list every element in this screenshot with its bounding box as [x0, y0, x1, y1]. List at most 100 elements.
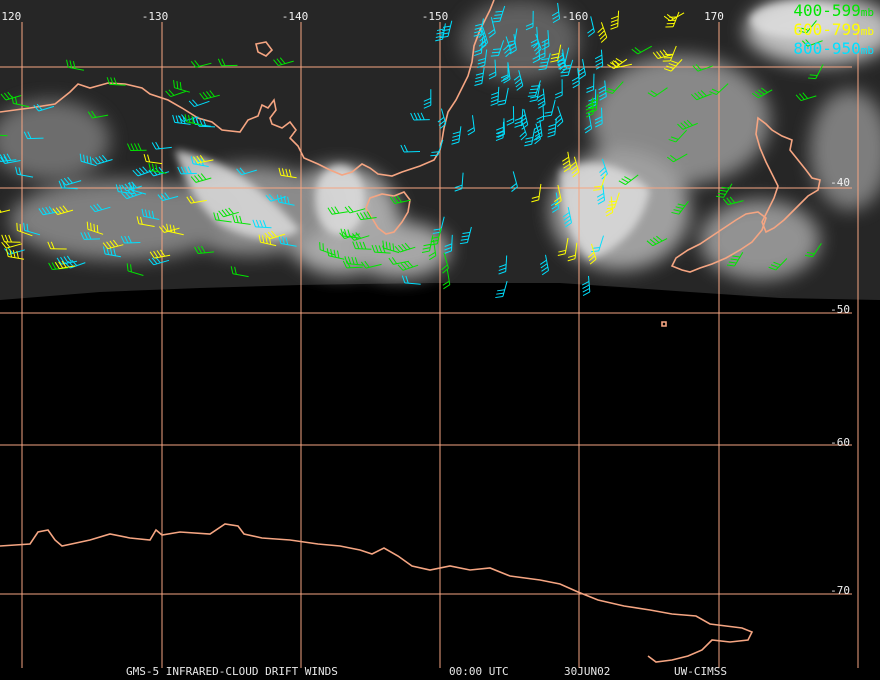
wind-barb	[605, 196, 614, 217]
wind-barb	[550, 192, 560, 213]
wind-barb	[557, 237, 569, 257]
wind-barb	[232, 214, 251, 225]
wind-barb	[148, 162, 167, 174]
wind-barb	[0, 205, 11, 215]
wind-barb	[610, 10, 620, 30]
wind-barb	[441, 252, 449, 274]
wind-barb	[490, 86, 500, 106]
wind-barb	[503, 36, 512, 58]
wind-barb	[525, 10, 534, 31]
wind-barb	[278, 236, 297, 247]
wind-barb	[524, 128, 536, 147]
wind-barb	[429, 228, 442, 246]
wind-barb	[166, 223, 184, 236]
wind-barb	[389, 195, 411, 204]
wind-barb	[218, 207, 239, 218]
wind-barb	[531, 183, 542, 203]
wind-barb	[344, 256, 364, 266]
wind-barb	[709, 83, 729, 96]
wind-barb	[536, 88, 546, 109]
wind-barb	[467, 115, 476, 136]
caption-date: 30JUN02	[564, 665, 611, 678]
wind-barb	[437, 108, 447, 130]
wind-barb	[533, 123, 541, 145]
wind-barb	[665, 11, 680, 28]
wind-barb	[217, 58, 238, 67]
cloud-cover	[0, 0, 880, 280]
lat-label-50s: -50	[830, 303, 850, 316]
wind-barb	[477, 49, 488, 68]
wind-barb	[115, 184, 135, 195]
wind-barb	[798, 20, 817, 34]
wind-barb	[15, 166, 34, 178]
wind-barb	[400, 144, 421, 153]
wind-barb	[394, 242, 416, 253]
wind-barb	[533, 120, 543, 141]
wind-barb	[16, 222, 33, 237]
legend-range: 800-950	[793, 39, 861, 58]
wind-barb	[569, 156, 580, 178]
wind-barb	[473, 18, 484, 37]
wind-barb	[401, 275, 421, 285]
wind-barb	[23, 131, 44, 140]
wind-barb	[751, 87, 773, 99]
wind-barb	[529, 84, 541, 102]
wind-barb	[428, 239, 437, 261]
coastlines	[0, 0, 821, 663]
wind-barb	[352, 241, 372, 250]
wind-barb	[230, 266, 249, 278]
wind-barb	[671, 201, 689, 215]
wind-barb	[87, 110, 109, 119]
lat-label-40s: -40	[830, 176, 850, 189]
wind-barb	[498, 255, 508, 275]
wind-barb	[199, 90, 220, 100]
legend-range: 600-799	[793, 20, 861, 39]
wind-barb	[587, 243, 597, 265]
wind-barb	[213, 212, 232, 223]
wind-barb	[151, 141, 172, 150]
wind-barb	[804, 243, 822, 258]
wind-barb	[567, 242, 578, 262]
wind-barb	[510, 171, 518, 192]
wind-barb	[344, 205, 366, 214]
wind-barb	[121, 189, 142, 200]
wind-barb	[495, 121, 504, 142]
wind-barb	[236, 167, 257, 176]
wind-barb	[795, 92, 817, 102]
wind-barb	[532, 33, 542, 55]
wind-barb	[442, 268, 451, 290]
wind-barb	[513, 70, 524, 91]
lat-label-70s: -70	[830, 584, 850, 597]
wind-barb	[607, 58, 628, 69]
wind-barb	[186, 195, 207, 204]
wind-barb	[690, 90, 712, 101]
wind-barb	[129, 182, 147, 195]
wind-barb	[410, 112, 430, 121]
wind-barb	[120, 235, 141, 244]
wind-barb	[577, 59, 586, 80]
wind-barb	[177, 166, 197, 175]
wind-barb	[605, 81, 624, 94]
legend-unit: mb	[860, 25, 874, 38]
wind-barb	[492, 5, 506, 23]
wind-barb	[631, 45, 653, 55]
wind-barb	[66, 59, 84, 71]
wind-barb	[586, 73, 595, 93]
wind-barb	[488, 59, 497, 80]
lat-label-60s: -60	[830, 436, 850, 449]
wind-barb	[474, 67, 485, 86]
wind-barb	[173, 80, 190, 93]
wind-barb	[808, 64, 824, 80]
coastline-small-island	[661, 321, 667, 327]
wind-barb	[89, 203, 111, 213]
wind-barb	[768, 258, 788, 271]
wind-barb	[54, 260, 76, 270]
wind-barb	[557, 47, 570, 65]
wind-barb	[326, 248, 345, 260]
wind-barb	[340, 228, 359, 239]
wind-barb	[172, 114, 191, 125]
wind-barb	[60, 176, 82, 186]
wind-barb	[136, 216, 155, 227]
wind-barb	[593, 174, 607, 191]
pressure-legend: 400-599mb 600-799mb 800-950mb	[793, 2, 874, 59]
